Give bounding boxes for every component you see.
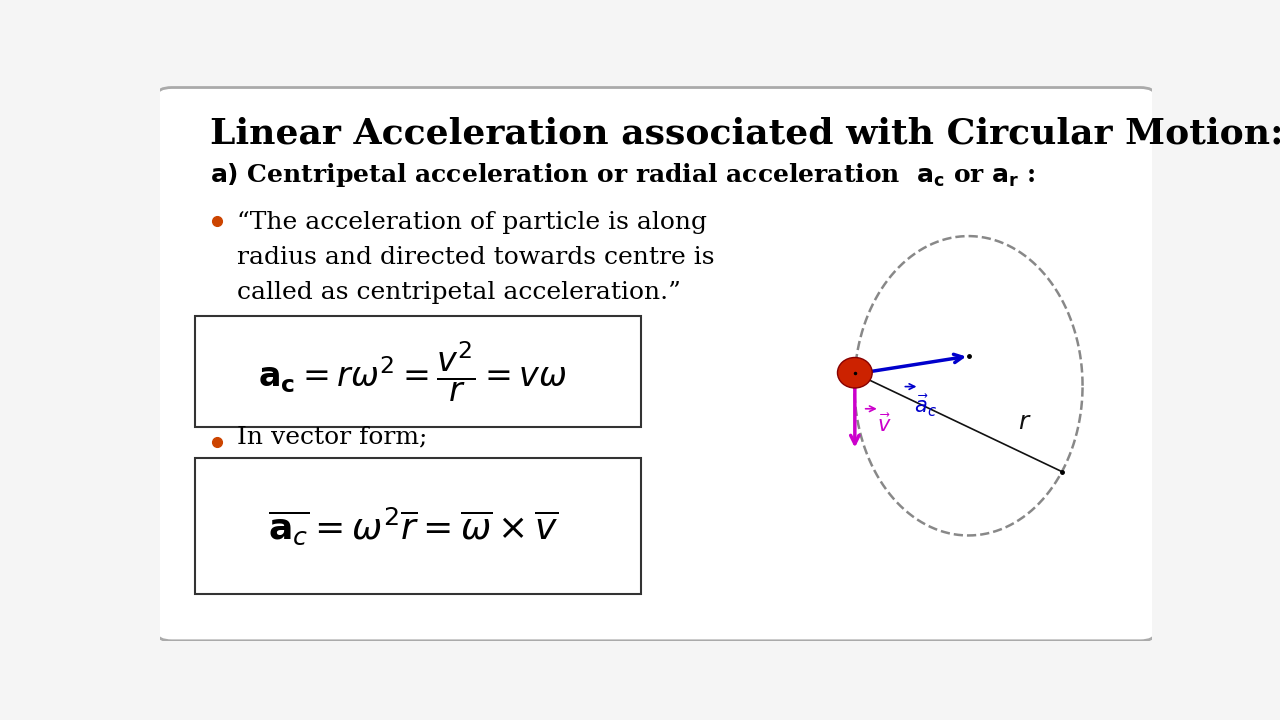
Text: $\mathbf{a)}$ Centripetal acceleration or radial acceleration  $\mathbf{a_c}$ or: $\mathbf{a)}$ Centripetal acceleration o… — [210, 161, 1036, 189]
Text: $\vec{v}$: $\vec{v}$ — [877, 413, 891, 436]
FancyBboxPatch shape — [157, 88, 1155, 641]
Ellipse shape — [837, 358, 872, 388]
Text: $\vec{a}_c$: $\vec{a}_c$ — [914, 392, 937, 418]
Text: $\mathbf{a_c} = r\omega^2 = \dfrac{v^2}{r} = v\omega$: $\mathbf{a_c} = r\omega^2 = \dfrac{v^2}{… — [259, 340, 567, 404]
FancyBboxPatch shape — [195, 458, 641, 594]
FancyBboxPatch shape — [195, 317, 641, 428]
Text: $\overline{\mathbf{a}_c} = \omega^2\overline{r} = \overline{\omega} \times \over: $\overline{\mathbf{a}_c} = \omega^2\over… — [268, 506, 558, 548]
Text: “The acceleration of particle is along
radius and directed towards centre is
cal: “The acceleration of particle is along r… — [237, 211, 714, 304]
Text: In vector form;: In vector form; — [237, 426, 428, 449]
Text: r: r — [1018, 410, 1028, 434]
Text: Linear Acceleration associated with Circular Motion:: Linear Acceleration associated with Circ… — [210, 117, 1280, 151]
